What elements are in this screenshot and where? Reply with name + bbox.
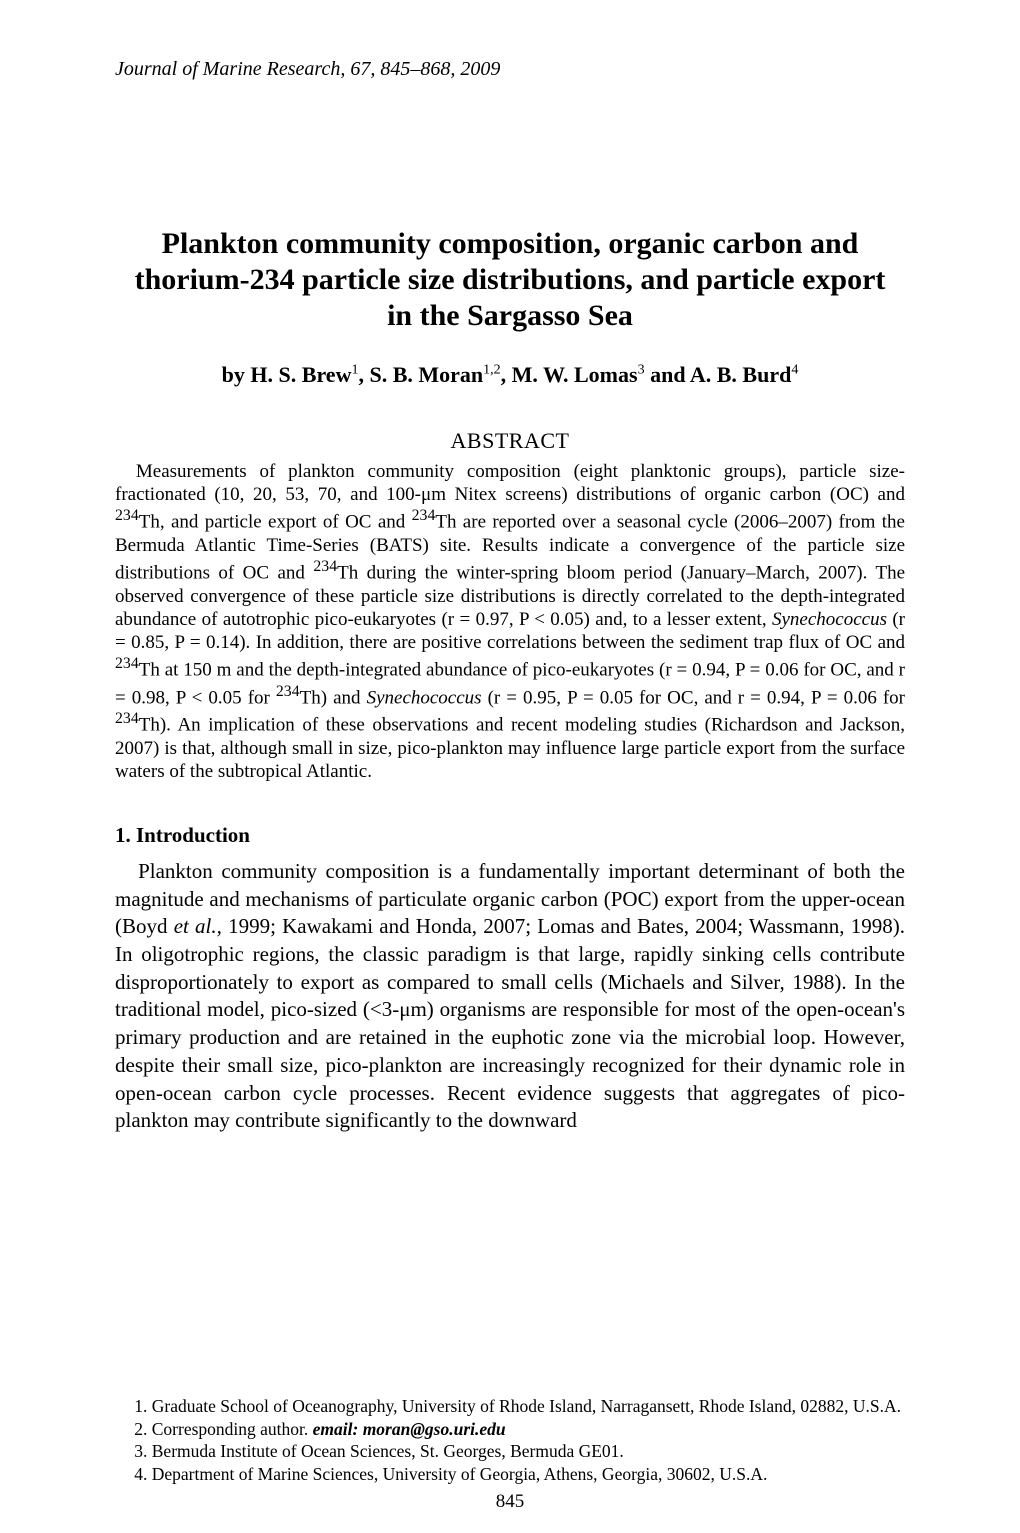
- title-line-1: Plankton community composition, organic …: [162, 227, 859, 260]
- footnote-2-email: email: moran@gso.uri.edu: [313, 1419, 506, 1439]
- author-4: A. B. Burd: [690, 362, 791, 387]
- abstract-heading: ABSTRACT: [115, 428, 905, 454]
- title-line-3: in the Sargasso Sea: [387, 299, 633, 332]
- abs-sup-4: 234: [115, 655, 139, 672]
- footnote-3: 3. Bermuda Institute of Ocean Sciences, …: [115, 1440, 905, 1462]
- abs-sup-1: 234: [115, 507, 139, 524]
- authors-prefix: by: [222, 362, 251, 387]
- affil-sup-3: 3: [638, 363, 645, 378]
- abs-species-2: Synechococcus: [367, 687, 482, 708]
- footnote-1: 1. Graduate School of Oceanography, Univ…: [115, 1395, 905, 1417]
- affil-sup-4: 4: [791, 363, 798, 378]
- author-1: H. S. Brew: [250, 362, 351, 387]
- footnote-4: 4. Department of Marine Sciences, Univer…: [115, 1463, 905, 1485]
- footnotes-block: 1. Graduate School of Oceanography, Univ…: [115, 1395, 905, 1485]
- author-sep-2: ,: [501, 362, 512, 387]
- footnote-2-text: 2. Corresponding author.: [134, 1419, 312, 1439]
- author-line: by H. S. Brew1, S. B. Moran1,2, M. W. Lo…: [115, 362, 905, 388]
- paper-title: Plankton community composition, organic …: [115, 226, 905, 334]
- intro-paragraph: Plankton community composition is a fund…: [115, 858, 905, 1135]
- abs-species-1: Synechococcus: [772, 609, 887, 630]
- abs-sup-5: 234: [276, 683, 300, 700]
- abs-t13: Th) and: [300, 687, 367, 708]
- page-number: 845: [0, 1491, 1020, 1513]
- abs-sup-3: 234: [313, 558, 337, 575]
- abs-t17: Th). An implication of these observation…: [115, 714, 905, 781]
- abs-t15: (r = 0.95, P = 0.05 for OC, and r = 0.94…: [482, 687, 905, 708]
- author-3: M. W. Lomas: [512, 362, 638, 387]
- abs-sup-2: 234: [412, 507, 436, 524]
- section-1-heading: 1. Introduction: [115, 823, 905, 848]
- intro-t2: 1999; Kawakami and Honda, 2007; Lomas an…: [115, 914, 905, 1132]
- author-sep-3: and: [645, 362, 690, 387]
- running-head: Journal of Marine Research, 67, 845–868,…: [115, 58, 905, 81]
- abstract-body: Measurements of plankton community compo…: [115, 460, 905, 783]
- abs-t3: Th, and particle export of OC and: [139, 512, 412, 533]
- affil-sup-2: 1,2: [483, 363, 501, 378]
- abs-t1: Measurements of plankton community compo…: [115, 461, 905, 505]
- title-line-2: thorium-234 particle size distributions,…: [135, 263, 886, 296]
- author-sep-1: ,: [358, 362, 369, 387]
- abs-sup-6: 234: [115, 710, 139, 727]
- intro-etal: et al.,: [174, 914, 222, 938]
- footnote-2: 2. Corresponding author. email: moran@gs…: [115, 1418, 905, 1440]
- author-2: S. B. Moran: [369, 362, 483, 387]
